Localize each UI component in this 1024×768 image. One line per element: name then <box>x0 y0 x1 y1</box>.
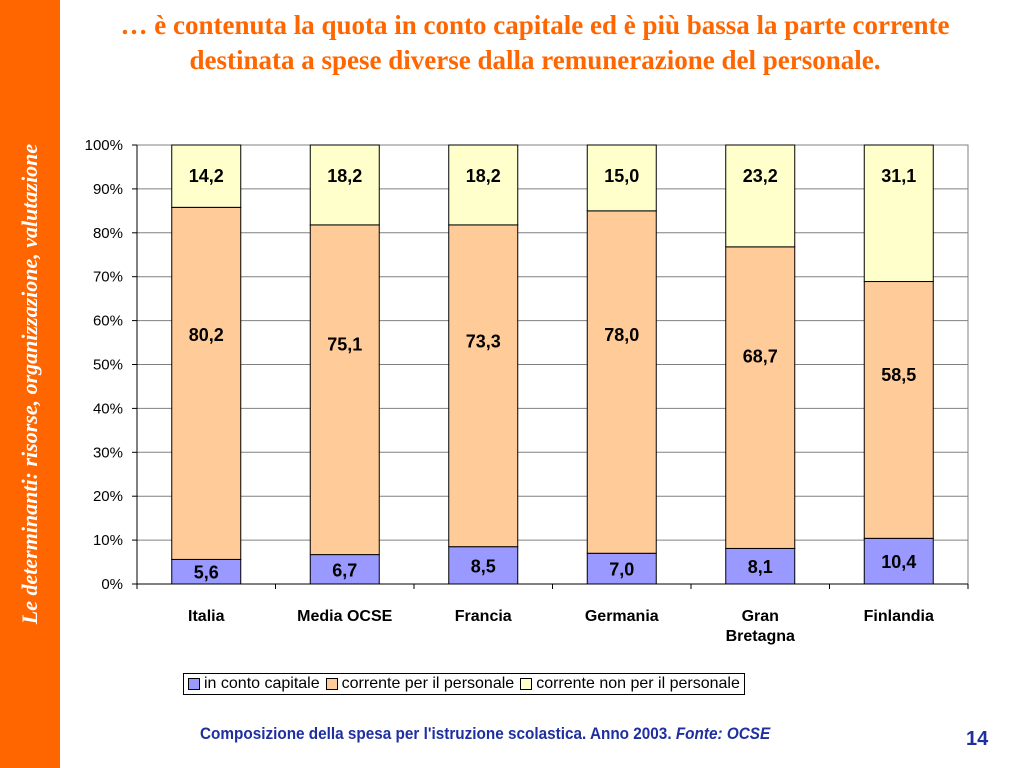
bar-segment <box>448 224 519 548</box>
page-number: 14 <box>966 728 989 750</box>
legend-item-capitale: in conto capitale <box>188 675 320 693</box>
bar-segment <box>725 547 796 585</box>
data-label: 18,2 <box>466 166 501 186</box>
chart-caption: Composizione della spesa per l'istruzion… <box>200 724 770 744</box>
bar-segment <box>863 144 934 283</box>
bar-segment <box>448 144 519 226</box>
data-label: 68,7 <box>743 346 778 366</box>
y-tick-label: 70% <box>93 269 123 286</box>
legend-label-capitale: in conto capitale <box>204 675 320 692</box>
y-tick-label: 10% <box>93 532 123 549</box>
bar-segment <box>725 144 796 248</box>
x-tick-label: Gran <box>742 608 779 625</box>
legend-swatch-capitale <box>188 678 200 690</box>
data-label: 73,3 <box>466 332 501 352</box>
x-tick-label: Bretagna <box>726 628 795 645</box>
legend-label-personale: corrente per il personale <box>341 675 515 692</box>
bar-segment <box>309 554 380 585</box>
legend-swatch-non-personale <box>520 678 533 690</box>
legend-item-non-personale: corrente non per il personale <box>520 675 740 693</box>
x-tick-label: Francia <box>455 608 512 625</box>
data-label: 75,1 <box>327 335 362 355</box>
bar-segment <box>171 206 242 560</box>
data-label: 5,6 <box>194 563 219 583</box>
data-label: 78,0 <box>604 325 639 345</box>
x-tick-label: Germania <box>585 608 659 625</box>
bar-segment <box>171 144 242 208</box>
caption-text: Composizione della spesa per l'istruzion… <box>200 724 672 743</box>
y-tick-label: 40% <box>93 400 123 417</box>
data-label: 18,2 <box>327 166 362 186</box>
data-label: 14,2 <box>189 166 224 186</box>
chart-legend: in conto capitale corrente per il person… <box>183 673 745 695</box>
data-label: 6,7 <box>332 560 357 580</box>
bar-segment <box>586 210 657 554</box>
legend-item-personale: corrente per il personale <box>325 675 515 693</box>
y-tick-label: 20% <box>93 488 123 505</box>
data-label: 10,4 <box>881 552 916 572</box>
bar-segment <box>586 144 657 212</box>
bar-segment <box>309 224 380 556</box>
caption-source: Fonte: OCSE <box>675 724 771 743</box>
y-tick-label: 90% <box>93 181 123 198</box>
bar-segment <box>863 537 934 585</box>
data-label: 80,2 <box>189 325 224 345</box>
data-label: 23,2 <box>743 166 778 186</box>
bar-segment <box>309 144 380 226</box>
bar-segment <box>171 558 242 585</box>
bar-segment <box>725 246 796 549</box>
data-label: 8,1 <box>748 557 773 577</box>
x-tick-label: Italia <box>188 608 225 625</box>
data-label: 15,0 <box>604 166 639 186</box>
y-tick-label: 0% <box>101 576 123 593</box>
data-label: 8,5 <box>471 556 496 576</box>
y-tick-label: 50% <box>93 357 123 374</box>
y-tick-label: 100% <box>85 137 123 154</box>
x-tick-label: Finlandia <box>864 608 934 625</box>
slide-title: … è contenuta la quota in conto capitale… <box>120 10 950 75</box>
data-label: 31,1 <box>881 166 916 186</box>
data-label: 7,0 <box>609 560 634 580</box>
x-tick-label: Media OCSE <box>297 608 392 625</box>
y-tick-label: 80% <box>93 225 123 242</box>
legend-label-non-personale: corrente non per il personale <box>536 675 740 692</box>
y-tick-label: 60% <box>93 313 123 330</box>
legend-swatch-personale <box>325 678 338 690</box>
data-label: 58,5 <box>881 365 916 385</box>
y-tick-label: 30% <box>93 444 123 461</box>
bar-segment <box>863 281 934 539</box>
sidebar: Le determinanti: risorse, organizzazione… <box>0 0 60 768</box>
bar-segment <box>448 546 519 585</box>
